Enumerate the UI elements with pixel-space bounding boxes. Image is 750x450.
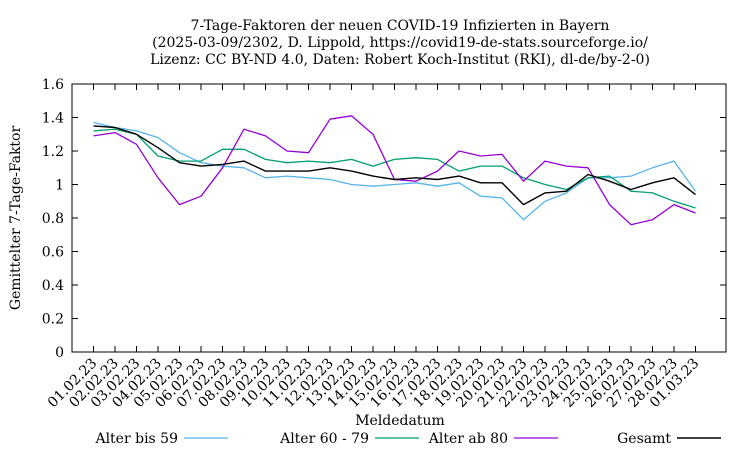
chart-title-line-2: (2025-03-09/2302, D. Lippold, https://co… [152, 35, 648, 51]
y-tick-label: 0.8 [42, 211, 64, 227]
chart-title: 7-Tage-Faktoren der neuen COVID-19 Infiz… [150, 18, 650, 68]
plot-area-frame [71, 83, 727, 353]
series-line-4 [93, 125, 696, 206]
legend: Alter bis 59 Alter 60 - 79 Alter ab 80 Gesa… [94, 431, 721, 447]
y-tick-label: 0 [55, 345, 64, 361]
y-tick-label: 0.2 [42, 312, 64, 328]
series-line-3 [93, 115, 696, 226]
chart-title-line-1: 7-Tage-Faktoren der neuen COVID-19 Infiz… [191, 18, 610, 34]
legend-label-3: Alter ab 80 [428, 431, 508, 447]
y-tick-label: 1 [55, 178, 64, 194]
chart-title-line-3: Lizenz: CC BY-ND 4.0, Daten: Robert Koch… [150, 52, 650, 68]
x-axis-label: Meldedatum [355, 413, 445, 429]
series-line-1 [93, 121, 697, 221]
y-tick-label: 1.4 [42, 111, 64, 127]
legend-label-2: Alter 60 - 79 [279, 431, 369, 447]
y-tick-label: 0.4 [42, 278, 64, 294]
y-axis-label: Gemittelter 7-Tage-Faktor [8, 126, 24, 311]
y-tick-label: 0.6 [42, 245, 64, 261]
y-axis: 0 0.2 0.4 0.6 0.8 1 1.2 1.4 1.6 [42, 77, 726, 361]
y-tick-label: 1.2 [42, 144, 64, 160]
legend-label-4: Gesamt [617, 431, 671, 447]
series-lines [93, 115, 697, 226]
x-axis: 01.02.2302.02.2303.02.2304.02.2305.02.23… [45, 84, 702, 411]
legend-label-1: Alter bis 59 [94, 431, 178, 447]
y-tick-label: 1.6 [42, 77, 64, 93]
